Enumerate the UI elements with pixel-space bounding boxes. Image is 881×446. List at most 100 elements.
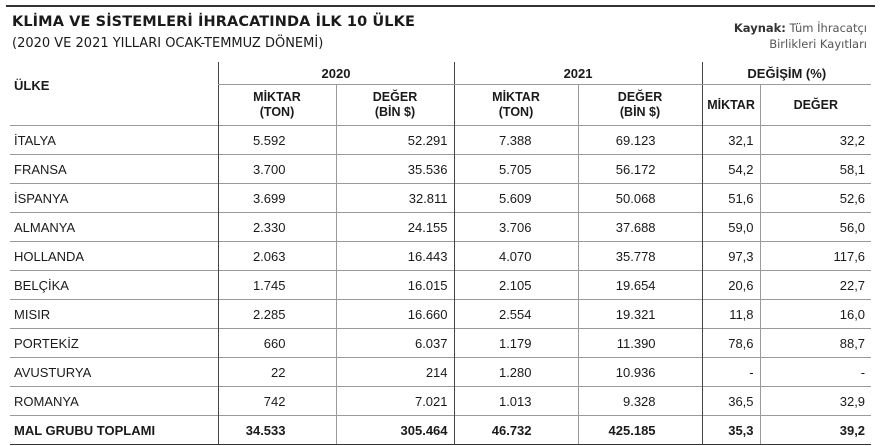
source-note: Kaynak: Tüm İhracatçı Birlikleri Kayıtla… (734, 20, 867, 52)
col-group-2020: 2020 (217, 62, 455, 85)
table-row: ROMANYA 742 7.021 1.013 9.328 36,5 32,9 (10, 386, 872, 416)
table-body: İTALYA 5.592 52.291 7.388 69.123 32,1 32,2 FRAN… (10, 125, 872, 445)
cell-miktar-2020: 742 (217, 386, 336, 416)
cell-miktar-2020: 1.745 (217, 270, 336, 300)
top-rule (6, 5, 875, 7)
cell-miktar-change: 11,8 (701, 299, 761, 329)
cell-miktar-2021: 5.609 (453, 183, 579, 213)
cell-deger-2021: 37.688 (577, 212, 703, 242)
table-row: FRANSA 3.700 35.536 5.705 56.172 54,2 58,1 (10, 154, 872, 184)
cell-miktar-2021: 3.706 (453, 212, 579, 242)
cell-miktar-change: 78,6 (701, 328, 761, 358)
cell-deger-2021: 35.778 (577, 241, 703, 271)
cell-deger-2020: 214 (335, 357, 455, 387)
cell-deger-2020: 24.155 (335, 212, 455, 242)
cell-country: İSPANYA (10, 183, 218, 213)
col-header-country: ÜLKE (14, 78, 50, 93)
cell-deger-2020: 35.536 (335, 154, 455, 184)
cell-country: ALMANYA (10, 212, 218, 242)
cell-deger-2020: 16.015 (335, 270, 455, 300)
cell-miktar-2021: 2.554 (453, 299, 579, 329)
cell-miktar-2020: 2.330 (217, 212, 336, 242)
cell-deger-change: - (759, 357, 872, 387)
cell-deger-2020: 7.021 (335, 386, 455, 416)
cell-deger-change: 32,9 (759, 386, 872, 416)
cell-miktar-2020: 5.592 (217, 125, 336, 155)
cell-deger-change: 52,6 (759, 183, 872, 213)
col-header-miktar-change: MİKTAR (701, 84, 761, 126)
cell-deger-2021: 10.936 (577, 357, 703, 387)
cell-miktar-change: 36,5 (701, 386, 761, 416)
cell-country: AVUSTURYA (10, 357, 218, 387)
cell-country: MISIR (10, 299, 218, 329)
cell-deger-2020: 305.464 (335, 415, 455, 445)
cell-deger-2021: 69.123 (577, 125, 703, 155)
cell-deger-2021: 9.328 (577, 386, 703, 416)
cell-deger-2021: 56.172 (577, 154, 703, 184)
col-header-miktar-2020: MİKTAR (TON) (217, 84, 336, 126)
cell-deger-2021: 11.390 (577, 328, 703, 358)
col-header-deger-2020: DEĞER (BİN $) (335, 84, 455, 126)
source-line-1: Tüm İhracatçı (789, 21, 867, 35)
cell-miktar-2020: 3.700 (217, 154, 336, 184)
cell-miktar-change: 35,3 (701, 415, 761, 445)
cell-deger-2020: 16.660 (335, 299, 455, 329)
cell-deger-change: 88,7 (759, 328, 872, 358)
table-row: İSPANYA 3.699 32.811 5.609 50.068 51,6 52,6 (10, 183, 872, 213)
cell-miktar-2020: 3.699 (217, 183, 336, 213)
cell-country: HOLLANDA (10, 241, 218, 271)
header-row-groups: ÜLKE 2020 2021 DEĞİŞİM (%) (10, 62, 872, 93)
cell-deger-2021: 50.068 (577, 183, 703, 213)
cell-country: PORTEKİZ (10, 328, 218, 358)
cell-miktar-change: 51,6 (701, 183, 761, 213)
cell-miktar-2021: 7.388 (453, 125, 579, 155)
col-group-2021: 2021 (453, 62, 703, 85)
table-row: AVUSTURYA 22 214 1.280 10.936- - (10, 357, 872, 387)
cell-miktar-2021: 5.705 (453, 154, 579, 184)
total-row: MAL GRUBU TOPLAMI 34.533 305.464 46.732 425.… (10, 415, 872, 445)
cell-miktar-2020: 22 (217, 357, 336, 387)
cell-miktar-2021: 1.280 (453, 357, 579, 387)
cell-miktar-2021: 46.732 (453, 415, 579, 445)
cell-miktar-2021: 2.105 (453, 270, 579, 300)
cell-deger-change: 22,7 (759, 270, 872, 300)
cell-deger-2020: 16.443 (335, 241, 455, 271)
cell-country: ROMANYA (10, 386, 218, 416)
cell-miktar-change: 54,2 (701, 154, 761, 184)
cell-deger-2020: 6.037 (335, 328, 455, 358)
cell-country: MAL GRUBU TOPLAMI (10, 415, 218, 445)
cell-deger-change: 117,6 (759, 241, 872, 271)
cell-deger-change: 56,0 (759, 212, 872, 242)
cell-miktar-2021: 1.013 (453, 386, 579, 416)
cell-miktar-2021: 4.070 (453, 241, 579, 271)
cell-miktar-2020: 2.063 (217, 241, 336, 271)
cell-miktar-2020: 660 (217, 328, 336, 358)
header-row-sub: MİKTAR (TON) DEĞER (BİN $) MİKTAR (TON) DEĞ… (10, 84, 872, 126)
cell-miktar-2021: 1.179 (453, 328, 579, 358)
table-row: BELÇİKA 1.745 16.015 2.105 19.654 20,6 22,7 (10, 270, 872, 300)
cell-miktar-2020: 34.533 (217, 415, 336, 445)
table-row: İTALYA 5.592 52.291 7.388 69.123 32,1 32,2 (10, 125, 872, 155)
cell-miktar-change: - (701, 357, 761, 387)
cell-deger-2021: 425.185 (577, 415, 703, 445)
col-header-deger-change: DEĞER (759, 84, 872, 126)
cell-deger-2020: 32.811 (335, 183, 455, 213)
table-row: ALMANYA 2.330 24.155 3.706 37.688 59,0 56,0 (10, 212, 872, 242)
cell-deger-change: 16,0 (759, 299, 872, 329)
cell-miktar-change: 32,1 (701, 125, 761, 155)
cell-deger-2020: 52.291 (335, 125, 455, 155)
cell-miktar-change: 59,0 (701, 212, 761, 242)
cell-country: BELÇİKA (10, 270, 218, 300)
cell-miktar-2020: 2.285 (217, 299, 336, 329)
cell-country: FRANSA (10, 154, 218, 184)
cell-country: İTALYA (10, 125, 218, 155)
export-table: ÜLKE 2020 2021 DEĞİŞİM (%) MİKTAR (TON) D… (10, 62, 872, 445)
cell-miktar-change: 20,6 (701, 270, 761, 300)
cell-deger-change: 39,2 (759, 415, 872, 445)
cell-miktar-change: 97,3 (701, 241, 761, 271)
cell-deger-2021: 19.321 (577, 299, 703, 329)
table-row: MISIR 2.285 16.660 2.554 19.321 11,8 16,0 (10, 299, 872, 329)
source-label: Kaynak: (733, 21, 786, 35)
table-subtitle: (2020 VE 2021 YILLARI OCAK-TEMMUZ DÖNEMİ… (12, 36, 324, 51)
